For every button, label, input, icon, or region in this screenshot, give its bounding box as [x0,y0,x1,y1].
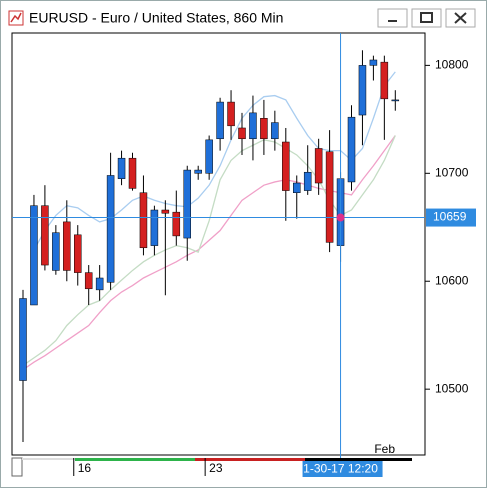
candle-body [19,298,27,381]
timeline-box [11,457,23,477]
candle-body [139,192,148,249]
window-buttons[interactable] [377,8,476,28]
crosshair-dot [336,213,345,222]
candle-body [95,277,104,291]
window-title: EURUSD - Euro / United States, 860 Min [29,10,283,26]
candle-body [238,127,246,140]
candle-body [63,221,71,271]
x-tick-label: 23 [209,461,223,475]
crosshair-y-label-bg [426,208,476,227]
y-tick-label: 10700 [435,165,469,179]
moving-average [33,71,396,251]
y-tick-label: 10500 [435,381,469,395]
candle-body [183,169,191,239]
candle-body [380,61,389,100]
candle-body [347,116,356,183]
timeline-segment [75,458,195,461]
candle-body [52,232,60,271]
candle-body [150,209,159,246]
y-tick-label: 10600 [435,273,469,287]
candle-body [30,205,38,306]
x-tick-label: Feb [374,442,395,456]
candle-body [293,182,301,193]
candle-body [194,169,202,174]
crosshair-y-label: 10659 [433,210,467,224]
candle-body [358,65,367,116]
candle-body [41,205,49,266]
candle-body [314,148,323,184]
timeline-segment [195,458,305,461]
candle-body [260,118,268,140]
crosshair-x-label-bg [302,461,383,477]
candle-body [369,59,378,66]
candle-body [303,171,312,191]
minimize-button[interactable] [377,8,408,28]
timeline-segment [305,458,412,461]
y-tick-label: 10800 [435,58,469,72]
candle-body [391,99,400,102]
candle-body [84,272,93,290]
candle-body [205,139,213,174]
maximize-button[interactable] [411,8,442,28]
candle-body [74,234,82,273]
close-icon [454,12,467,24]
candle-body [106,175,115,283]
candle-body [172,211,181,237]
candle-body [117,157,126,179]
x-tick-label: 16 [78,461,92,475]
candle-body [271,122,279,140]
candle-body [227,101,235,127]
maximize-icon [420,12,433,23]
crosshair-x-label: 1-30-17 12:20 [303,462,378,476]
window-icon-graph [10,12,22,23]
candle-body [249,112,257,140]
candle-body [161,209,170,214]
candle-body [282,141,290,191]
candle-body [325,151,334,243]
candle-body [128,157,137,189]
candle-body [216,101,224,140]
